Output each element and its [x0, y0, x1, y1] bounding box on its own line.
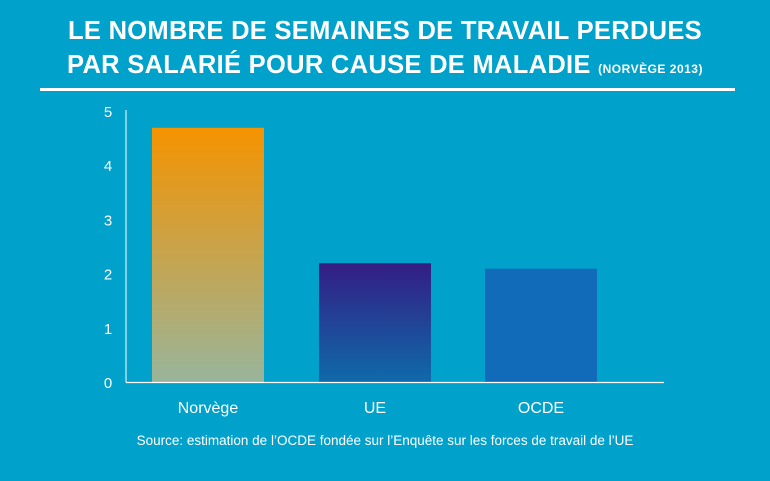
y-tick-label: 5 [104, 104, 112, 121]
x-tick-label: Norvège [178, 400, 239, 417]
y-tick-label: 3 [104, 212, 112, 229]
title-underline [40, 88, 735, 91]
y-tick-label: 4 [104, 158, 112, 175]
chart-title-note: (NORVÈGE 2013) [598, 62, 703, 76]
y-tick-label: 1 [104, 321, 112, 338]
y-tick-label: 2 [104, 267, 112, 284]
bar-2 [485, 268, 597, 383]
chart-title-line2: PAR SALARIÉ POUR CAUSE DE MALADIE (NORVÈ… [0, 48, 770, 86]
x-tick-label: OCDE [518, 400, 564, 417]
chart-title-line2-text: PAR SALARIÉ POUR CAUSE DE MALADIE [67, 51, 591, 79]
x-tick-label: UE [364, 400, 386, 417]
source-note: Source: estimation de l’OCDE fondée sur … [136, 433, 634, 448]
bar-0 [152, 127, 264, 383]
bar-1 [319, 263, 431, 383]
chart-title-line1: LE NOMBRE DE SEMAINES DE TRAVAIL PERDUES [68, 17, 702, 45]
y-tick-label: 0 [104, 375, 112, 392]
